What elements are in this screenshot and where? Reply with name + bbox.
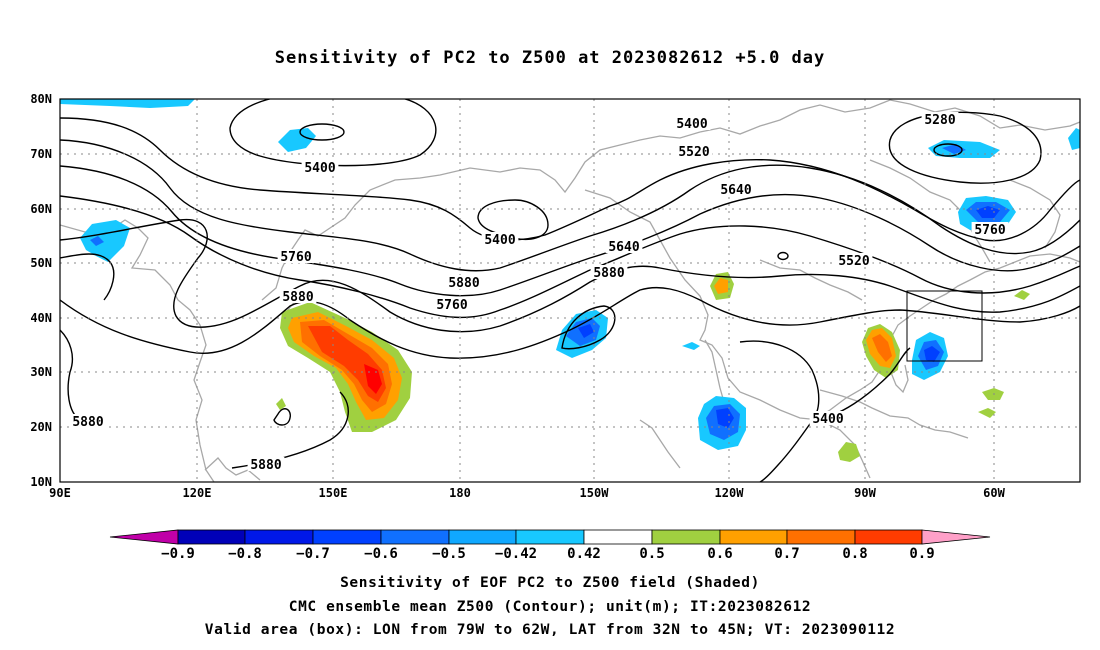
colorbar-tick-label: 0.42 <box>567 546 601 562</box>
colorbar-tick-label: −0.9 <box>161 546 195 562</box>
chart-title: Sensitivity of PC2 to Z500 at 2023082612… <box>274 48 826 68</box>
colorbar: −0.9 −0.8 −0.7 −0.6 −0.5 −0.42 0.42 0.5 0.6 0.7 0.… <box>109 529 991 562</box>
contour-label-bg <box>277 249 315 263</box>
lat-tick-label: 10N <box>30 475 52 489</box>
lon-tick-label: 150E <box>319 486 348 500</box>
contour-label-bg <box>835 253 873 267</box>
contour-label-group: 5400 5280 5520 5640 5400 5400 5760 5760 5520 5880… <box>69 112 1009 473</box>
longitude-labels: 90E 120E 150E 180 150W 120W 90W 60W <box>49 486 1005 500</box>
colorbar-tick-label: 0.6 <box>707 546 732 562</box>
lon-tick-label: 150W <box>580 486 610 500</box>
contour-label: 5880 <box>250 458 281 473</box>
colorbar-tick-label: 0.8 <box>842 546 867 562</box>
colorbar-tick-label: 0.7 <box>774 546 799 562</box>
lon-tick-label: 120W <box>715 486 745 500</box>
contour-label: 5280 <box>924 113 955 128</box>
colorbar-tick-label: −0.7 <box>296 546 330 562</box>
contour-label: 5880 <box>448 276 479 291</box>
contour-label-bg <box>279 289 317 303</box>
contour-label: 5880 <box>282 290 313 305</box>
contour-label-bg <box>69 414 107 428</box>
lon-tick-label: 90E <box>49 486 71 500</box>
colorbar-segment <box>448 529 517 545</box>
caption-line-1: Sensitivity of EOF PC2 to Z500 field (Sh… <box>340 575 760 591</box>
contour-label: 5880 <box>72 415 103 430</box>
colorbar-tick-label: −0.42 <box>495 546 537 562</box>
latitude-labels: 80N 70N 60N 50N 40N 30N 20N 10N <box>30 92 52 489</box>
colorbar-segment <box>515 529 585 545</box>
lon-tick-label: 90W <box>854 486 876 500</box>
colorbar-arrow-right <box>921 529 991 545</box>
contour-label-bg <box>433 297 471 311</box>
lon-tick-label: 120E <box>183 486 212 500</box>
colorbar-segment <box>786 529 856 545</box>
contour-label-bg <box>971 222 1009 236</box>
contour-label: 5760 <box>280 250 311 265</box>
caption-line-2: CMC ensemble mean Z500 (Contour); unit(m… <box>288 599 812 615</box>
contour-label-bg <box>590 265 628 279</box>
contour-label: 5760 <box>974 223 1005 238</box>
lat-tick-label: 60N <box>30 202 52 216</box>
lat-tick-label: 20N <box>30 420 52 434</box>
contour-label: 5760 <box>436 298 467 313</box>
lon-tick-label: 180 <box>449 486 471 500</box>
colorbar-arrow-left <box>109 529 179 545</box>
colorbar-segment <box>854 529 923 545</box>
colorbar-tick-label: 0.5 <box>639 546 664 562</box>
colorbar-segment <box>651 529 721 545</box>
contour-label-bg <box>809 411 847 425</box>
z500-contours <box>60 99 1080 482</box>
colorbar-tick-label: −0.5 <box>432 546 466 562</box>
caption-line-3: Valid area (box): LON from 79W to 62W, L… <box>204 622 896 638</box>
contour-label: 5400 <box>304 161 335 176</box>
colorbar-segment <box>177 529 246 545</box>
lat-tick-label: 70N <box>30 147 52 161</box>
colorbar-tick-label: 0.9 <box>909 546 934 562</box>
contour-label-bg <box>445 275 483 289</box>
colorbar-segment <box>244 529 314 545</box>
contour-label-bg <box>605 239 643 253</box>
contour-label-bg <box>301 160 339 174</box>
contour-label: 5640 <box>608 240 639 255</box>
lat-tick-label: 30N <box>30 365 52 379</box>
lat-tick-label: 80N <box>30 92 52 106</box>
contour-label: 5640 <box>720 183 751 198</box>
lat-tick-label: 50N <box>30 256 52 270</box>
colorbar-tick-label: −0.8 <box>228 546 262 562</box>
contour-label-bg <box>673 116 711 130</box>
contour-label: 5400 <box>676 117 707 132</box>
colorbar-segment <box>380 529 450 545</box>
colorbar-segment <box>583 529 653 545</box>
contour-label: 5400 <box>812 412 843 427</box>
contour-label-bg <box>921 112 959 126</box>
contour-label-bg <box>675 144 713 158</box>
valid-area-box <box>906 290 983 362</box>
map-frame <box>59 98 1081 483</box>
contour-label-bg <box>717 182 755 196</box>
contour-label-bg <box>481 232 519 246</box>
lat-tick-label: 40N <box>30 311 52 325</box>
colorbar-segment <box>719 529 788 545</box>
lon-tick-label: 60W <box>983 486 1005 500</box>
contour-label: 5400 <box>484 233 515 248</box>
contour-label-bg <box>247 457 285 471</box>
contour-label: 5520 <box>838 254 869 269</box>
sensitivity-shading <box>60 99 1080 462</box>
colorbar-tick-label: −0.6 <box>364 546 398 562</box>
contour-label: 5880 <box>593 266 624 281</box>
contour-label: 5520 <box>678 145 709 160</box>
colorbar-segment <box>312 529 382 545</box>
